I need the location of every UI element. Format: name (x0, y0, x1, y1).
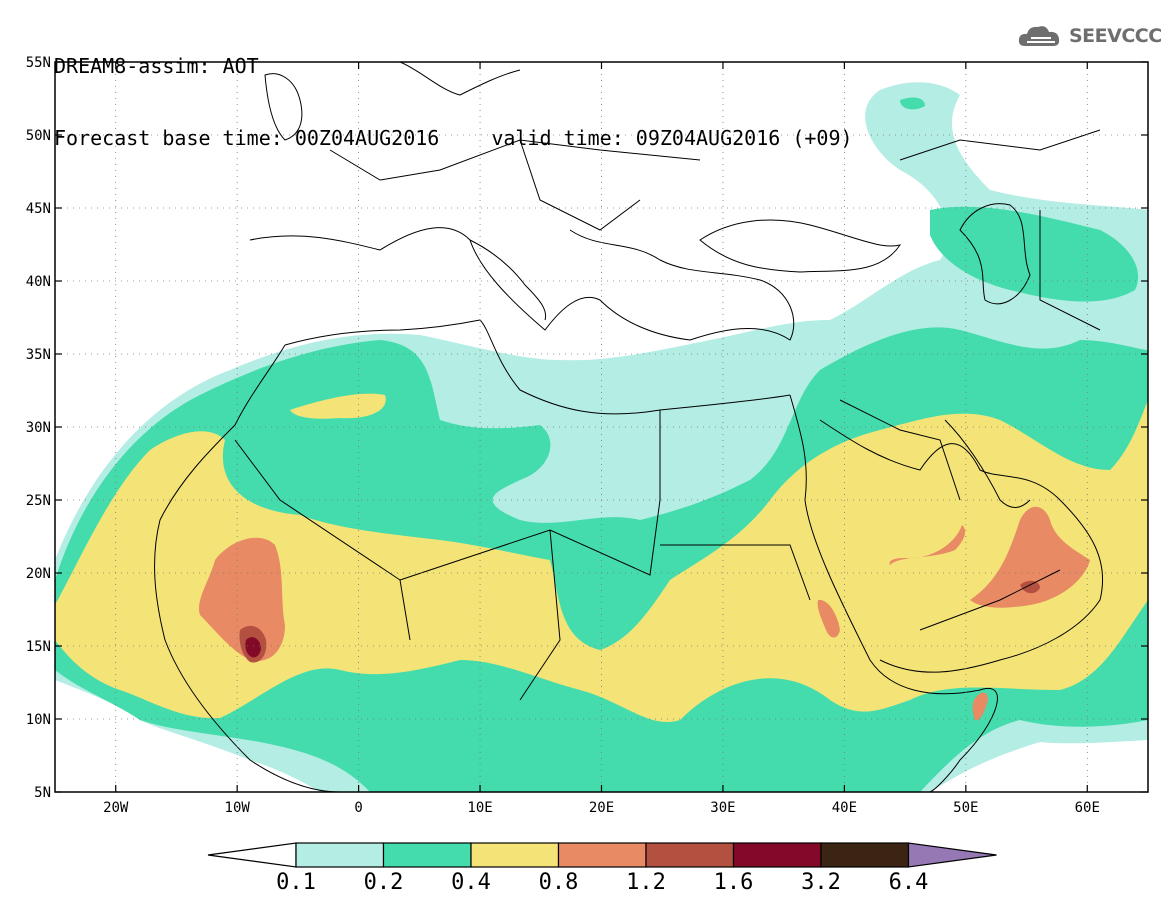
aot-band-0-8-mali (198, 537, 285, 661)
coastlines (154, 62, 1104, 792)
lon-label: 40E (832, 800, 857, 816)
legend-tick-label: 0.8 (539, 870, 579, 895)
legend-swatch (820, 842, 910, 868)
map-title: DREAM8-assim: AOT Forecast base time: 00… (54, 6, 853, 174)
logo-text: SEEVCCC (1069, 25, 1162, 47)
title-line-1: DREAM8-assim: AOT (54, 54, 259, 78)
coastline-europe (249, 227, 795, 341)
coastline-red-sea (789, 394, 998, 792)
aot-band-0-8-horn (972, 692, 988, 721)
coastline-italy (469, 239, 547, 321)
lon-label: 20E (589, 800, 614, 816)
lat-label: 15N (26, 639, 51, 655)
seevccc-logo: SEEVCCC (1017, 22, 1162, 50)
lon-label: 20W (103, 800, 129, 816)
legend-tick-label: 1.2 (626, 870, 666, 895)
aot-band-1-2-arabia (1020, 580, 1040, 594)
border-sahara-1 (234, 439, 411, 641)
coastline-caspian (959, 203, 1031, 305)
lon-label: 10E (467, 800, 492, 816)
legend-arrow-low (207, 842, 297, 868)
base-time-label: Forecast base time: 00Z04AUG2016 (54, 126, 440, 150)
aot-band-0-2-caspian (930, 206, 1139, 302)
legend-swatch (645, 842, 735, 868)
aot-field (55, 82, 1148, 792)
coastline-arabia (819, 419, 1104, 673)
lat-label: 55N (26, 55, 51, 71)
lat-label: 20N (26, 566, 51, 582)
coastline-britain (264, 73, 303, 141)
legend-swatch (732, 842, 822, 868)
coastline-scandinavia (399, 62, 521, 96)
legend-swatch (470, 842, 560, 868)
lat-label: 45N (26, 201, 51, 217)
title-line-2: Forecast base time: 00Z04AUG2016 valid ti… (54, 126, 853, 150)
aot-band-0-8-redsea (817, 599, 840, 638)
coastline-north-africa (284, 319, 791, 415)
valid-time-label: valid time: 09Z04AUG2016 (+09) (491, 126, 853, 150)
longitude-labels: 20W 10W 0 10E 20E 30E 40E 50E 60E (103, 800, 1100, 816)
legend-tick-label: 6.4 (889, 870, 929, 895)
border-europe-2 (519, 139, 641, 231)
aot-band-0-8-arc (889, 525, 966, 565)
lon-label: 50E (953, 800, 978, 816)
border-arabia-2 (919, 569, 1061, 631)
border-sahara-2 (399, 410, 661, 581)
border-east-1 (899, 129, 1101, 161)
lon-label: 0 (354, 800, 362, 816)
legend-tick-label: 0.4 (451, 870, 491, 895)
lon-label: 60E (1075, 800, 1100, 816)
legend-arrow-high (907, 842, 997, 868)
lon-label: 30E (710, 800, 735, 816)
aot-band-0-4-morocco (290, 393, 386, 419)
border-arabia-1 (839, 399, 961, 501)
latitude-labels: 55N 50N 45N 40N 35N 30N 25N 20N 15N 10N 5N (26, 55, 51, 801)
coastline-black-sea (699, 219, 902, 273)
legend-swatch (557, 842, 647, 868)
gridlines (55, 61, 1148, 793)
lat-label: 5N (34, 785, 51, 801)
border-sahara-3 (519, 529, 561, 701)
aot-band-0-8-arabia (970, 506, 1090, 608)
aot-band-0-4 (55, 400, 1148, 723)
coastline-west-africa (154, 344, 341, 792)
legend-tick-label: 1.6 (714, 870, 754, 895)
aot-legend: 0.1 0.2 0.4 0.8 1.2 1.6 3.2 6.4 (207, 842, 997, 895)
lon-label: 10W (225, 800, 251, 816)
border-africa-4 (660, 544, 811, 601)
legend-tick-label: 0.2 (364, 870, 404, 895)
lat-label: 25N (26, 493, 51, 509)
lat-label: 50N (26, 128, 51, 144)
aot-band-1-6 (245, 637, 261, 658)
legend-tick-label: 3.2 (801, 870, 841, 895)
coastline-persian-gulf (944, 419, 1031, 508)
legend-swatch (382, 842, 472, 868)
aot-band-0-2-north (900, 97, 925, 110)
lat-label: 40N (26, 274, 51, 290)
lat-label: 10N (26, 712, 51, 728)
legend-tick-label: 0.1 (276, 870, 316, 895)
lat-label: 30N (26, 420, 51, 436)
cloud-icon (1018, 26, 1060, 46)
border-east-2 (1039, 210, 1101, 331)
border-europe-1 (329, 139, 701, 181)
legend-swatch (295, 842, 385, 868)
lat-label: 35N (26, 347, 51, 363)
